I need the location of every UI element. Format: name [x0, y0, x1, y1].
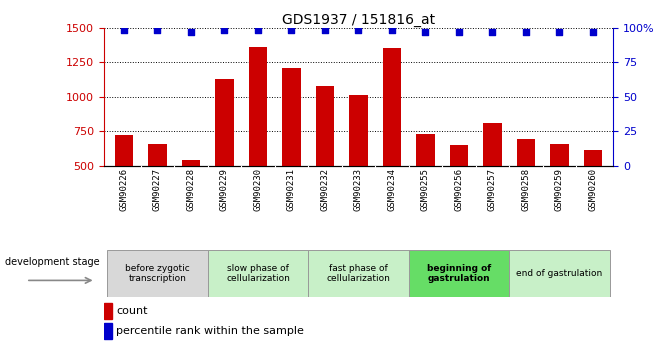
Point [454, 29, 464, 34]
Text: GSM90229: GSM90229 [220, 168, 229, 211]
Text: GSM90232: GSM90232 [320, 168, 330, 211]
Bar [383, 48, 401, 235]
Text: GSM90228: GSM90228 [186, 168, 196, 211]
Point [588, 29, 598, 34]
Bar [509, 250, 610, 297]
Text: development stage: development stage [5, 257, 99, 267]
Point [521, 29, 531, 34]
Text: GSM90257: GSM90257 [488, 168, 497, 211]
Text: GSM90234: GSM90234 [387, 168, 397, 211]
Text: GSM90226: GSM90226 [119, 168, 129, 211]
Bar [148, 144, 167, 235]
Bar [208, 250, 308, 297]
Bar [115, 135, 133, 235]
Text: end of gastrulation: end of gastrulation [517, 269, 602, 278]
Bar [282, 68, 301, 235]
Bar [107, 250, 208, 297]
Bar [316, 86, 334, 235]
Bar [349, 95, 368, 235]
Bar [104, 323, 113, 339]
Point [387, 28, 397, 33]
Text: GSM90230: GSM90230 [253, 168, 263, 211]
Text: beginning of
gastrulation: beginning of gastrulation [427, 264, 491, 283]
Point [420, 29, 431, 34]
Bar [104, 303, 113, 319]
Bar [584, 150, 602, 235]
Point [119, 28, 129, 33]
Text: GSM90259: GSM90259 [555, 168, 564, 211]
Title: GDS1937 / 151816_at: GDS1937 / 151816_at [282, 12, 435, 27]
Bar [182, 160, 200, 235]
Point [286, 28, 297, 33]
Point [487, 29, 498, 34]
Point [152, 28, 163, 33]
Text: GSM90231: GSM90231 [287, 168, 296, 211]
Text: GSM90256: GSM90256 [454, 168, 464, 211]
Text: GSM90233: GSM90233 [354, 168, 363, 211]
Bar [517, 139, 535, 235]
Text: GSM90260: GSM90260 [588, 168, 598, 211]
Bar [483, 123, 502, 235]
Point [554, 29, 565, 34]
Text: GSM90255: GSM90255 [421, 168, 430, 211]
Text: GSM90258: GSM90258 [521, 168, 531, 211]
Text: slow phase of
cellularization: slow phase of cellularization [226, 264, 290, 283]
Bar [550, 144, 569, 235]
Bar [215, 79, 234, 235]
Text: GSM90227: GSM90227 [153, 168, 162, 211]
Bar [416, 134, 435, 235]
Point [353, 28, 364, 33]
Text: fast phase of
cellularization: fast phase of cellularization [326, 264, 391, 283]
Text: before zygotic
transcription: before zygotic transcription [125, 264, 190, 283]
Point [186, 29, 196, 34]
Bar [409, 250, 509, 297]
Bar [450, 145, 468, 235]
Point [253, 28, 263, 33]
Bar [249, 47, 267, 235]
Text: percentile rank within the sample: percentile rank within the sample [116, 326, 304, 336]
Bar [308, 250, 409, 297]
Text: count: count [116, 306, 147, 316]
Point [219, 28, 230, 33]
Point [320, 28, 330, 33]
